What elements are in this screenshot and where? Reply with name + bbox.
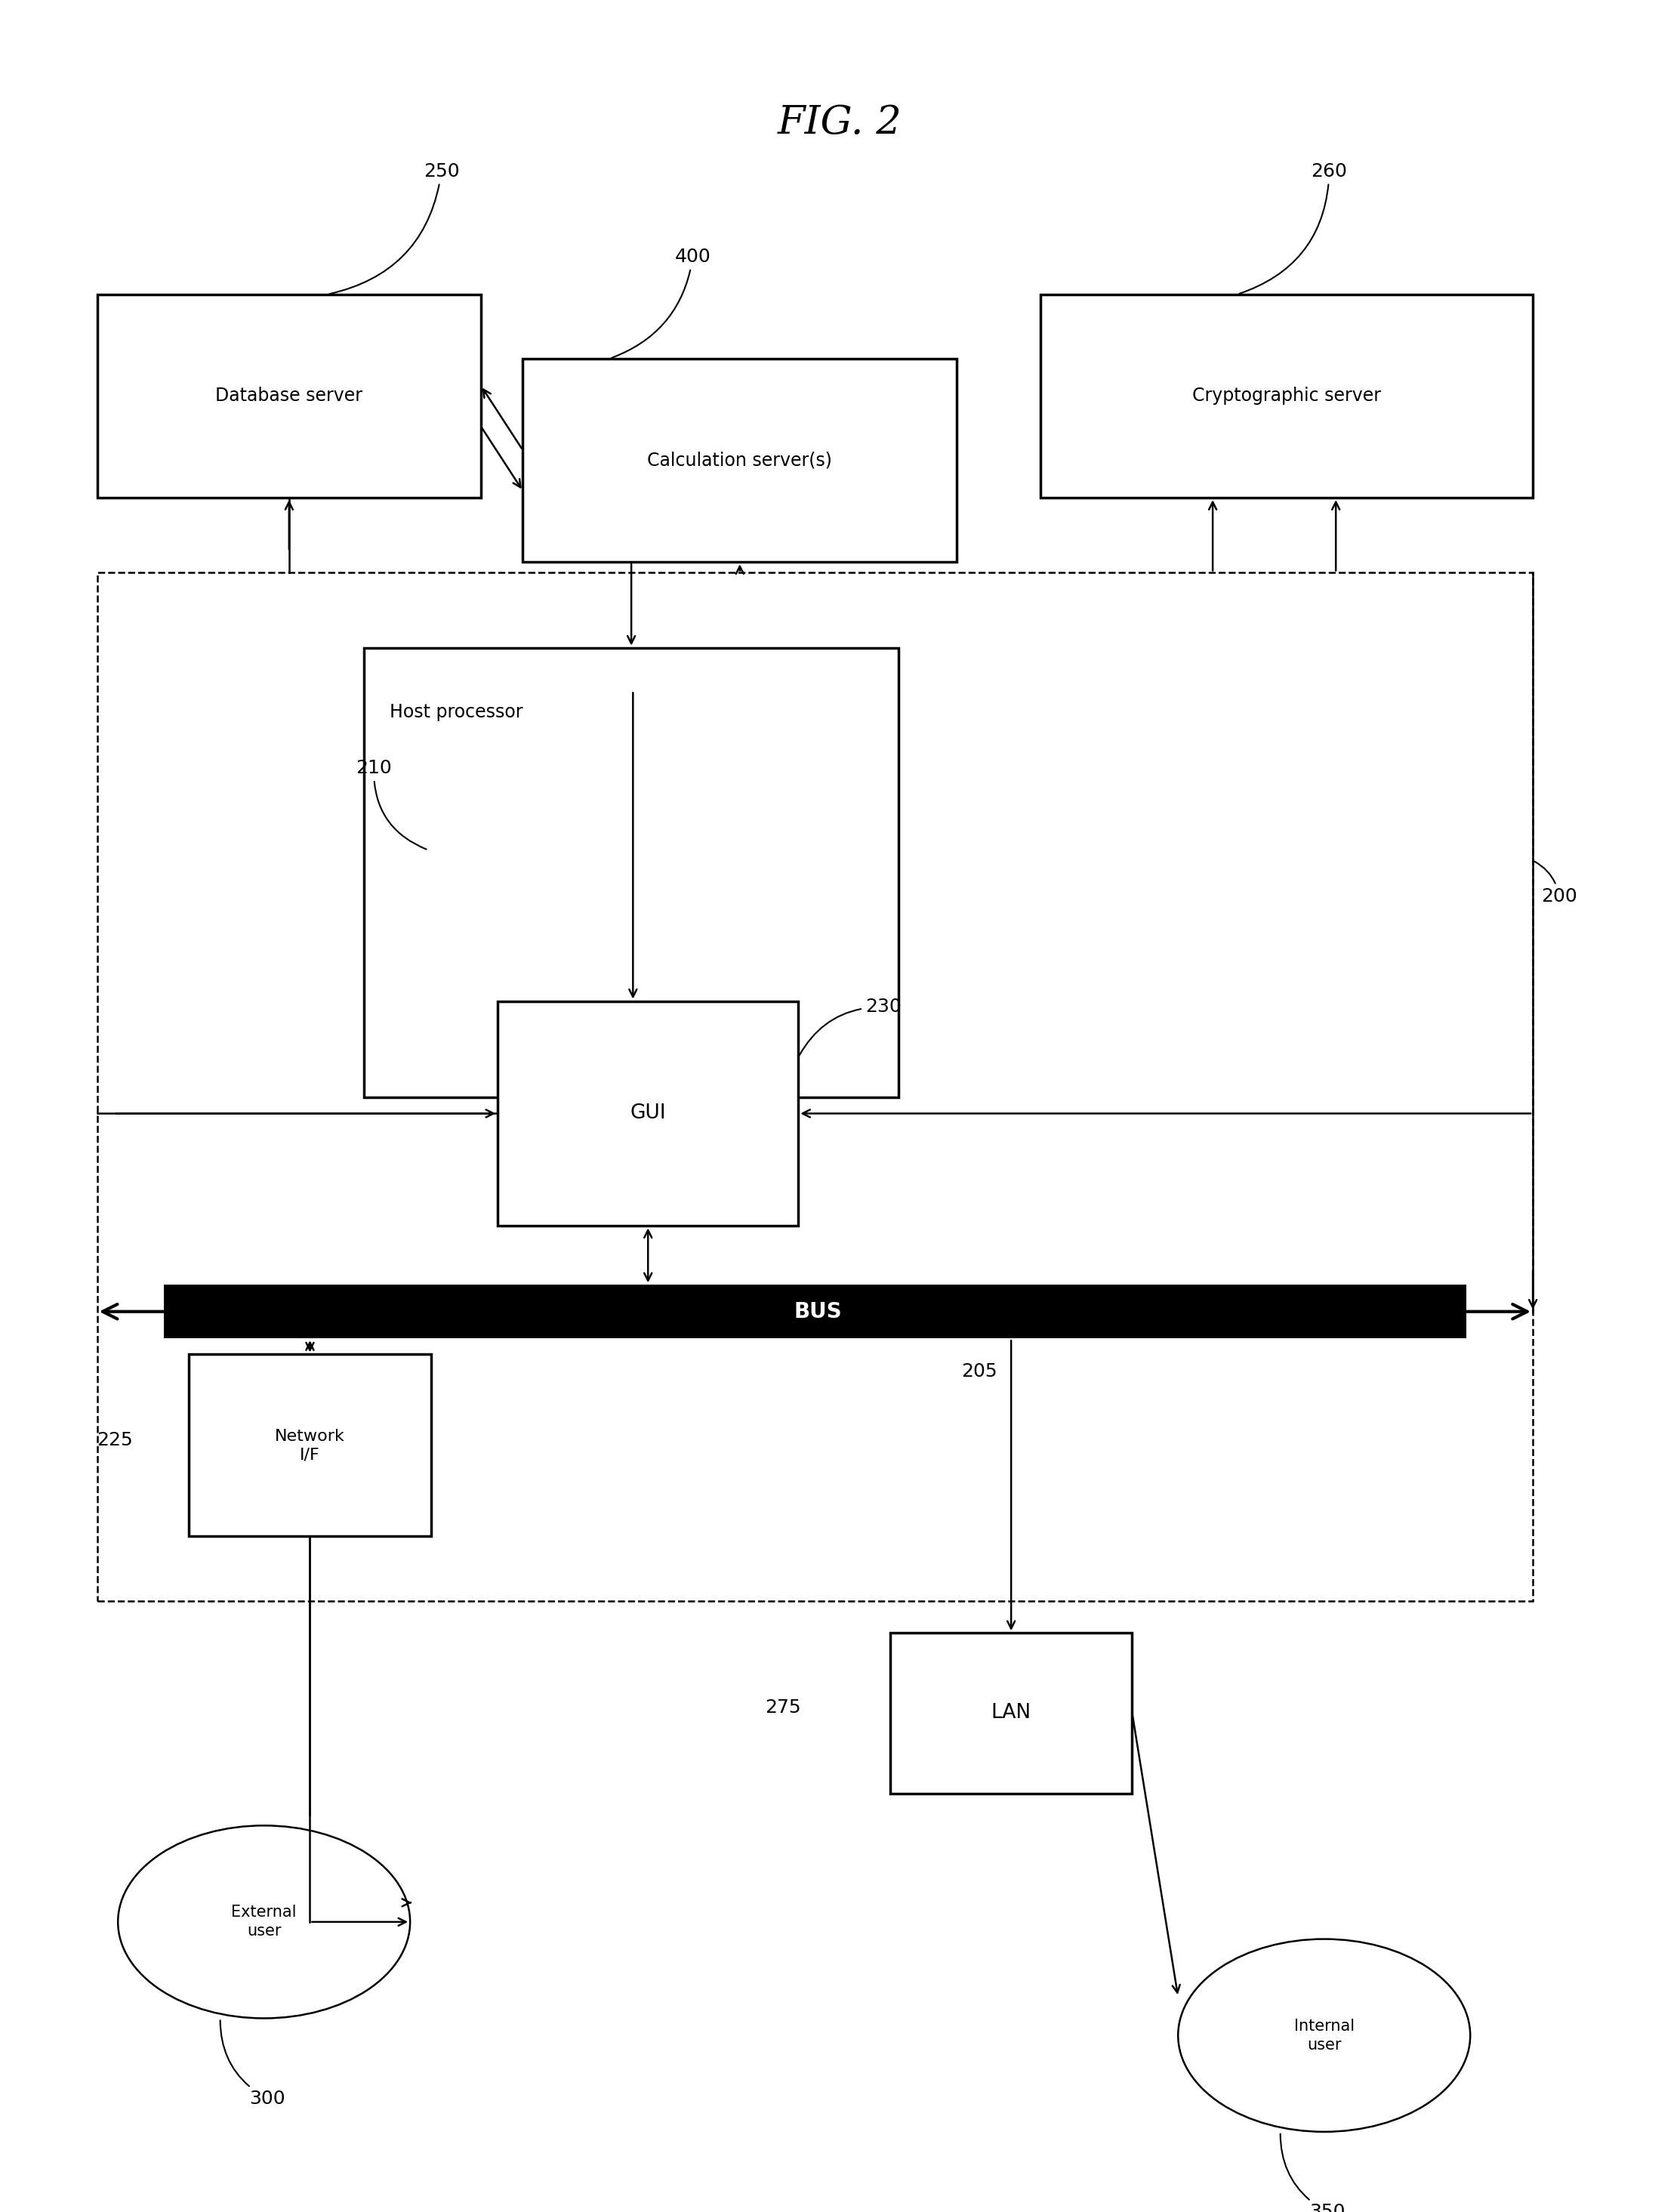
Text: 200: 200 [1536,860,1578,905]
Text: BUS: BUS [795,1301,842,1323]
Text: 225: 225 [97,1431,133,1449]
Text: 260: 260 [1240,161,1347,294]
Text: Calculation server(s): Calculation server(s) [647,451,832,469]
Text: Network
I/F: Network I/F [276,1429,344,1462]
Bar [1040,294,1532,498]
Ellipse shape [1178,1940,1470,2132]
Text: 350: 350 [1280,2135,1346,2212]
Text: GUI: GUI [630,1104,665,1124]
Bar [97,573,1532,1601]
Bar [890,1632,1132,1794]
Text: Host processor: Host processor [390,703,522,721]
Bar [97,294,480,498]
Bar [522,358,958,562]
Text: 205: 205 [961,1363,996,1380]
Text: 230: 230 [800,998,900,1055]
Bar [165,1285,1467,1338]
Text: 275: 275 [764,1699,801,1717]
Text: 400: 400 [612,248,711,358]
Bar [497,1002,798,1225]
Bar [188,1354,432,1537]
Text: FIG. 2: FIG. 2 [778,104,902,142]
Text: Cryptographic server: Cryptographic server [1193,387,1381,405]
Text: 300: 300 [220,2020,286,2108]
Text: LAN: LAN [991,1703,1032,1723]
Bar [365,648,899,1097]
Text: Database server: Database server [215,387,363,405]
Text: Internal
user: Internal user [1294,2020,1354,2053]
Text: External
user: External user [232,1905,297,1940]
Text: 250: 250 [329,161,459,294]
Ellipse shape [118,1825,410,2017]
Text: 210: 210 [356,759,427,849]
